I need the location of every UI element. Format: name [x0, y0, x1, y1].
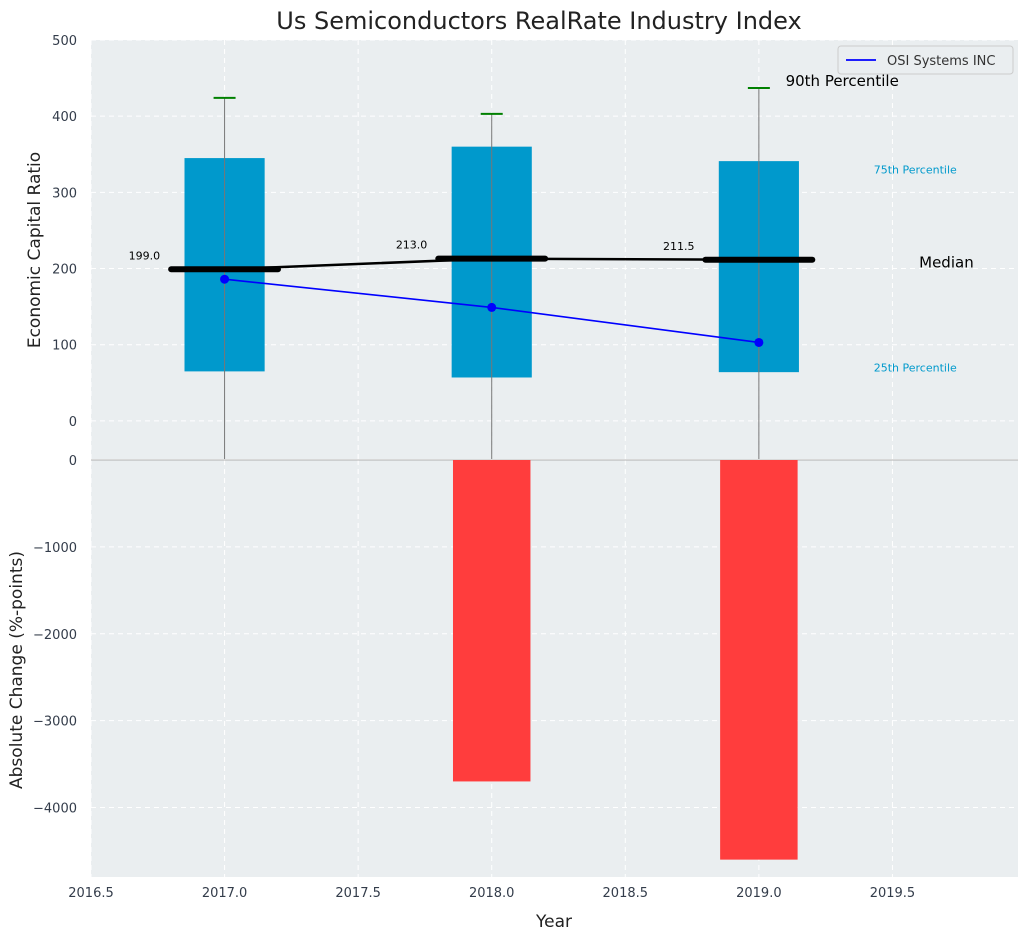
top-y-axis-label: Economic Capital Ratio	[25, 152, 45, 348]
chart-title: Us Semiconductors RealRate Industry Inde…	[276, 7, 801, 35]
x-tick-label: 2018.5	[603, 886, 649, 901]
bottom-plot-area	[91, 460, 1018, 877]
x-axis-label: Year	[535, 912, 572, 932]
label-median: Median	[919, 253, 974, 271]
legend: OSI Systems INC	[837, 45, 1014, 75]
bottom-y-tick-label: −4000	[33, 802, 77, 817]
top-y-tick-label: 0	[69, 415, 77, 430]
bottom-y-axis-label: Absolute Change (%-points)	[7, 551, 27, 789]
bottom-y-tick-label: −1000	[33, 541, 77, 556]
bottom-y-tick-label: 0	[69, 454, 77, 469]
change-bar	[720, 460, 798, 860]
company-point	[220, 274, 230, 284]
company-point	[754, 337, 764, 347]
label-90th-percentile: 90th Percentile	[786, 72, 899, 90]
x-tick-label: 2017.0	[202, 886, 248, 901]
x-tick-label: 2017.5	[335, 886, 381, 901]
top-y-tick-label: 500	[52, 34, 77, 49]
company-point	[487, 302, 497, 312]
median-value-label: 199.0	[129, 249, 161, 262]
legend-box	[837, 45, 1014, 75]
top-y-tick-label: 400	[52, 110, 77, 125]
median-value-label: 211.5	[663, 240, 695, 253]
label-75th-percentile: 75th Percentile	[874, 164, 957, 177]
top-y-tick-label: 200	[52, 263, 77, 278]
change-bar	[452, 460, 531, 782]
label-25th-percentile: 25th Percentile	[874, 362, 957, 375]
legend-entry: OSI Systems INC	[887, 54, 995, 69]
top-y-tick-label: 100	[52, 339, 77, 354]
bottom-y-tick-label: −2000	[33, 628, 77, 643]
bottom-y-tick-label: −3000	[33, 715, 77, 730]
top-y-tick-label: 300	[52, 186, 77, 201]
x-tick-label: 2018.0	[469, 886, 515, 901]
chart-marks: 199.0 213.0 211.5	[129, 86, 816, 860]
x-tick-label: 2019.0	[736, 886, 782, 901]
x-tick-label: 2019.5	[870, 886, 916, 901]
median-value-label: 213.0	[396, 239, 428, 252]
tick-labels: 2016.5 2017.0 2017.5 2018.0 2018.5 2019.0 2019…	[33, 34, 915, 901]
x-tick-label: 2016.5	[68, 886, 114, 901]
